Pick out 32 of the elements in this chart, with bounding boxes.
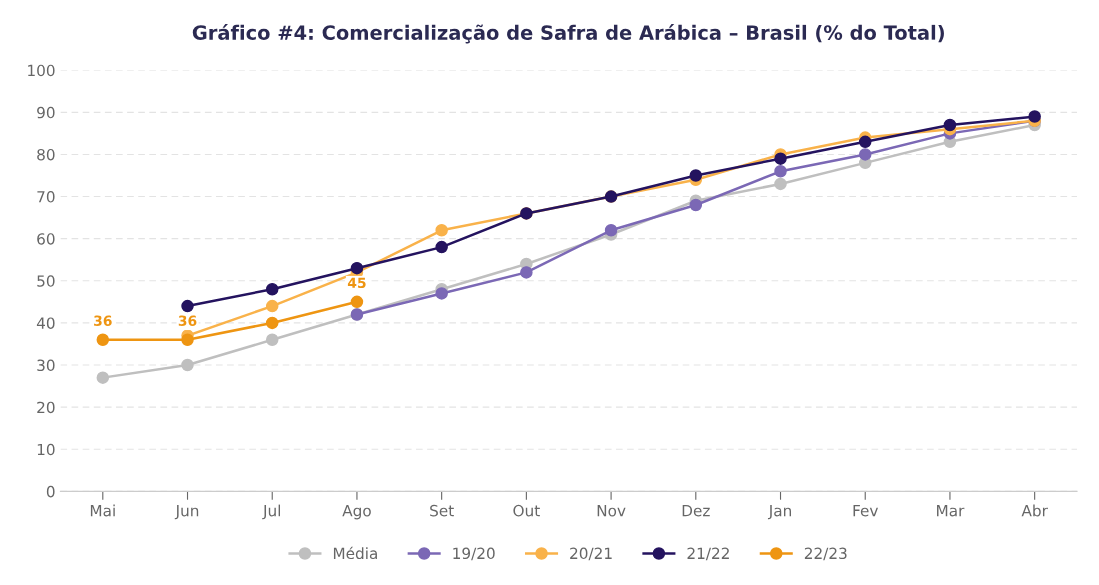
y-tick-label: 10 [37,443,55,456]
x-tick-label: Mai [90,504,115,517]
y-tick-label: 80 [37,148,55,161]
x-tick-label: Abr [1021,504,1048,517]
legend-label: 19/20 [453,547,495,561]
y-tick-label: 30 [37,359,55,372]
x-tick-label: Ago [342,505,371,520]
x-tick-label: Fev [853,505,878,517]
y-tick-label: 40 [36,317,55,329]
y-tick-label: 20 [37,401,55,414]
x-tick-label: Jan [767,505,791,520]
legend-label: Média [333,546,377,560]
x-tick-label: Mar [937,505,965,517]
y-tick-label: 90 [37,106,55,119]
y-tick-label: 70 [37,191,55,203]
legend-label: 20/21 [570,547,612,561]
y-tick-label: 0 [46,485,55,498]
x-tick-label: Nov [597,505,626,517]
x-tick-label: Dez [682,505,710,517]
data-label: 36 [178,315,197,326]
y-tick-label: 50 [37,275,55,287]
legend-label: 21/22 [687,547,729,561]
data-label: 36 [94,315,112,326]
chart-title: Gráfico #4: Comercialização de Safra de Arábica – Brasil (% do Total) [192,24,944,44]
x-tick-label: Out [513,504,540,517]
x-tick-label: Jun [174,505,199,520]
data-label: 45 [347,277,366,289]
legend-label: 22/23 [804,547,847,561]
y-tick-label: 60 [37,233,55,245]
y-tick-label: 100 [28,64,55,77]
x-tick-label: Jul [262,504,281,520]
x-tick-label: Set [430,504,454,517]
